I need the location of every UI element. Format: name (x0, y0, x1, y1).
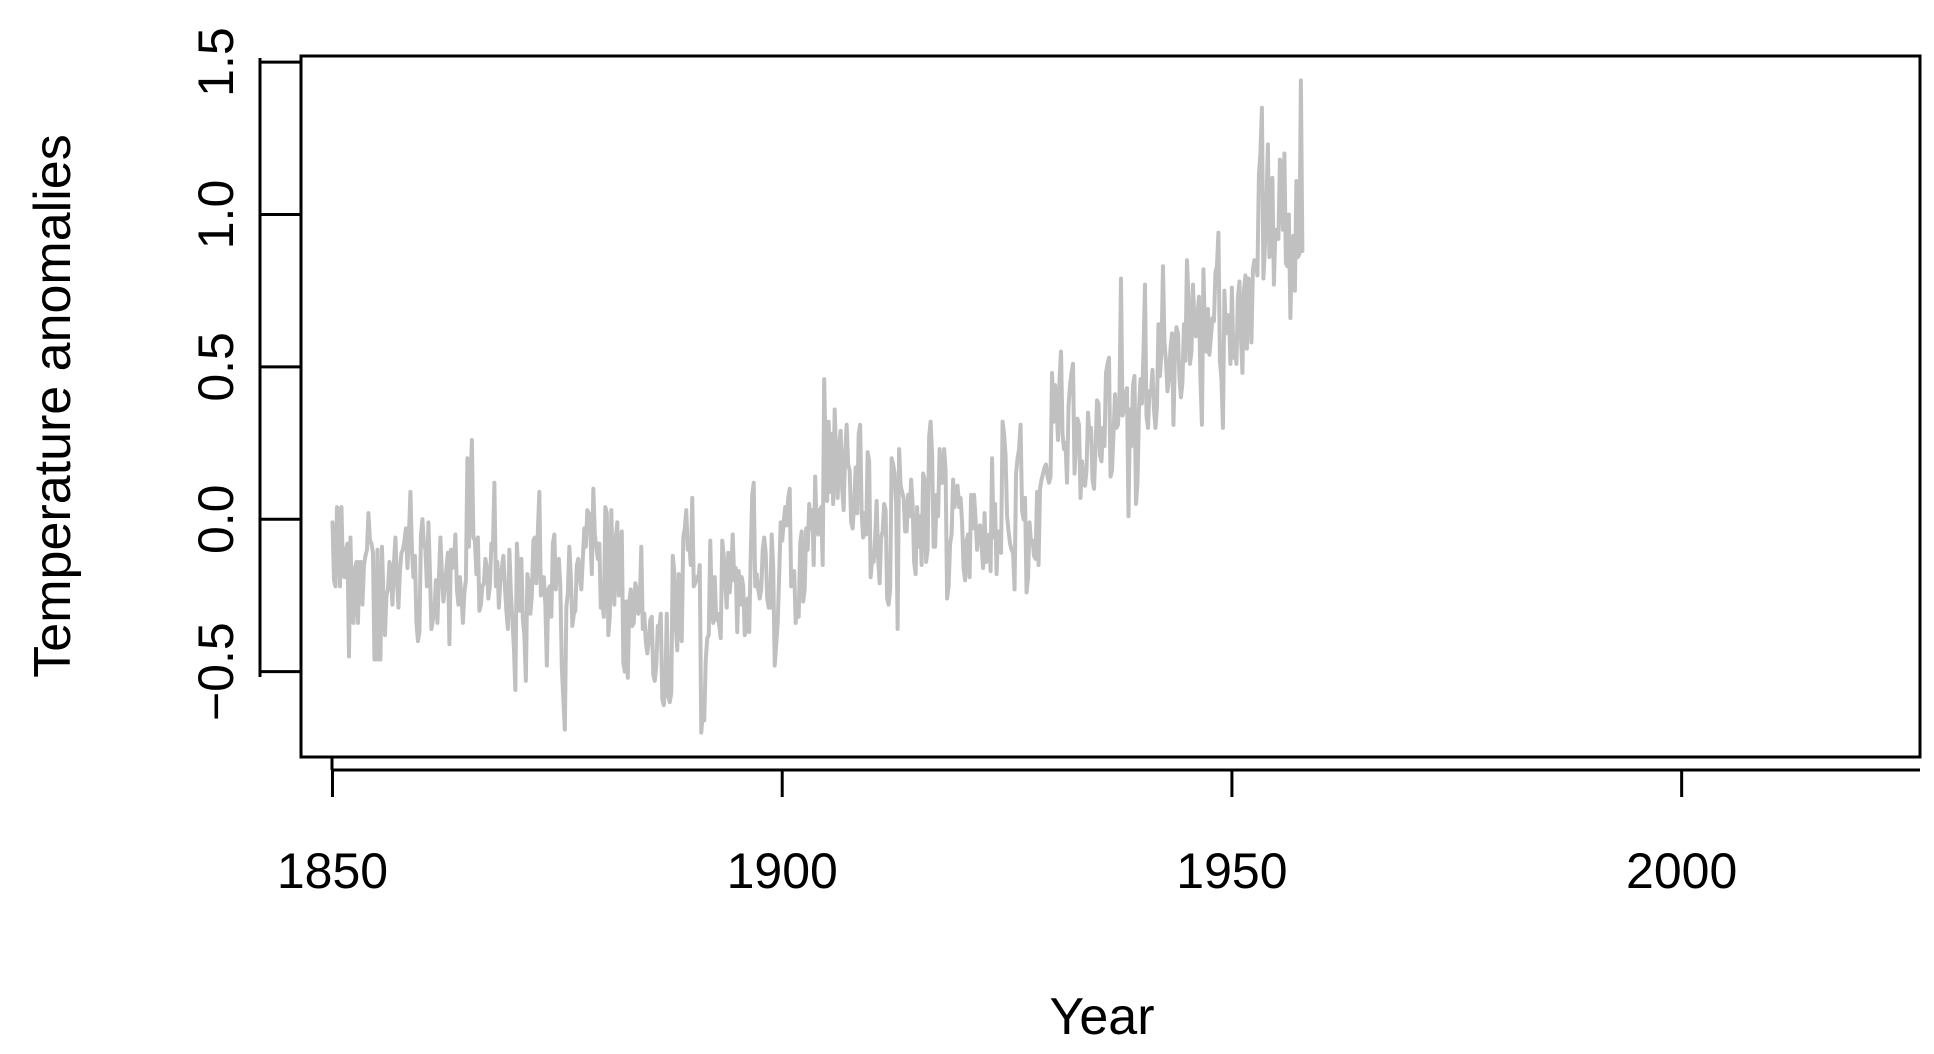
y-axis-title: Temperature anomalies (24, 134, 82, 677)
y-tick-label: 1.5 (188, 27, 244, 97)
series-layer (330, 78, 1305, 735)
y-tick-label: 1.0 (188, 180, 244, 250)
x-ticks: 1850 1900 1950 2000 (277, 770, 1737, 899)
x-tick-label: 1950 (1176, 843, 1287, 899)
y-ticks: −0.5 0.0 0.5 1.0 1.5 (188, 27, 301, 721)
x-tick-label: 1900 (727, 843, 838, 899)
x-tick-label: 1850 (277, 843, 388, 899)
plot-frame (299, 54, 1922, 759)
x-axis-title: Year (1049, 988, 1154, 1046)
y-tick-label: −0.5 (188, 622, 244, 721)
temperature-anomalies-series (330, 78, 1305, 735)
y-tick-label: 0.5 (188, 332, 244, 402)
y-tick-label: 0.0 (188, 485, 244, 555)
x-tick-label: 2000 (1626, 843, 1737, 899)
